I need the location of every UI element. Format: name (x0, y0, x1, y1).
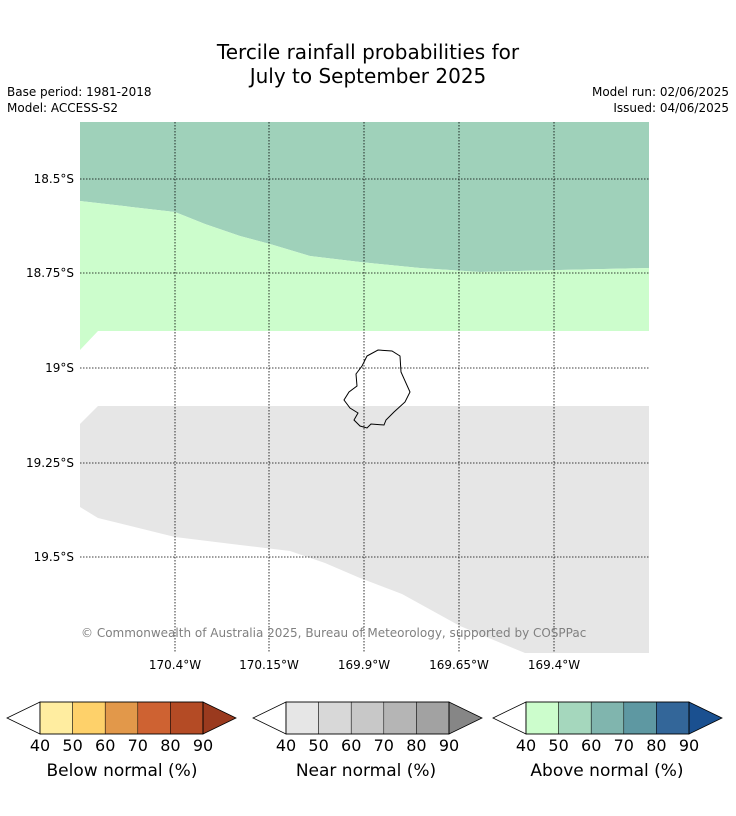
colorbar-tick-label: 90 (439, 736, 459, 755)
colorbar-title-above: Above normal (%) (530, 761, 684, 781)
lon-label: 169.9°W (338, 658, 390, 672)
copyright-notice: © Commonwealth of Australia 2025, Bureau… (81, 626, 586, 640)
colorbar-tick-label: 60 (341, 736, 361, 755)
colorbar-tick-label: 40 (30, 736, 50, 755)
above-normal-50-60-region (80, 122, 649, 272)
lon-label: 169.4°W (528, 658, 580, 672)
colorbar-tick-label: 80 (406, 736, 426, 755)
colorbar-segment-near (285, 701, 319, 735)
colorbar-over-triangle (448, 701, 483, 735)
lon-label: 170.4°W (149, 658, 201, 672)
map-panel: 18.5°S 18.75°S 19°S 19.25°S 19.5°S 170.4… (26, 122, 649, 672)
lat-label: 18.5°S (34, 172, 74, 186)
colorbar-segment-near (416, 701, 450, 735)
colorbar-segment-near (383, 701, 417, 735)
colorbar-segment-below (39, 701, 73, 735)
above-normal-40-50-region (80, 201, 649, 350)
lat-label: 19°S (45, 361, 74, 375)
colorbar-tick-label: 70 (614, 736, 634, 755)
colorbar-tick-label: 80 (646, 736, 666, 755)
colorbar-segment-above (623, 701, 657, 735)
colorbar-segment-above (525, 701, 559, 735)
near-normal-40-50-region (80, 406, 649, 653)
lat-label: 18.75°S (26, 266, 74, 280)
colorbar-frame (39, 701, 204, 735)
colorbar-under-triangle (492, 701, 527, 735)
colorbar-segment-near (350, 701, 385, 735)
colorbar-tick-label: 90 (679, 736, 699, 755)
colorbar-segment-above (590, 701, 625, 735)
lon-label: 170.15°W (239, 658, 299, 672)
colorbar-over-triangle (688, 701, 723, 735)
colorbar-over-triangle (202, 701, 237, 735)
colorbar-title-below: Below normal (%) (46, 761, 198, 781)
issued-label: Issued: 04/06/2025 (613, 101, 729, 115)
colorbar-frame (525, 701, 690, 735)
lon-label: 169.65°W (429, 658, 489, 672)
model-run-label: Model run: 02/06/2025 (591, 85, 729, 99)
lat-label: 19.25°S (26, 456, 74, 470)
colorbar-under-triangle (252, 701, 287, 735)
colorbar-tick-label: 80 (160, 736, 180, 755)
colorbar-under-triangle (6, 701, 41, 735)
model-label: Model: ACCESS-S2 (7, 101, 119, 115)
colorbar-segment-below (104, 701, 139, 735)
colorbar-segment-below (72, 701, 106, 735)
colorbar-segment-above (558, 701, 592, 735)
colorbar-tick-label: 40 (276, 736, 296, 755)
colorbar-tick-label: 70 (374, 736, 394, 755)
colorbar-tick-label: 50 (308, 736, 328, 755)
colorbar-segment-below (137, 701, 171, 735)
colorbars: 40 50 60 70 80 90 40 50 60 70 80 90 40 50 60 70 80 90 (6, 701, 723, 755)
base-period-label: Base period: 1981-2018 (7, 85, 152, 99)
colorbar-tick-label: 90 (193, 736, 213, 755)
map-title-line-1: Tercile rainfall probabilities for (216, 40, 520, 64)
colorbar-frame (285, 701, 450, 735)
colorbar-tick-label: 50 (62, 736, 82, 755)
graticule (80, 122, 649, 653)
colorbar-tick-label: 50 (548, 736, 568, 755)
lat-label: 19.5°S (34, 550, 74, 564)
colorbar-segment-near (318, 701, 352, 735)
colorbar-title-near: Near normal (%) (295, 761, 437, 781)
colorbar-segment-above (656, 701, 690, 735)
colorbar-tick-label: 60 (95, 736, 115, 755)
colorbar-tick-label: 60 (581, 736, 601, 755)
colorbar-segment-below (170, 701, 204, 735)
colorbar-tick-label: 40 (516, 736, 536, 755)
colorbar-tick-label: 70 (128, 736, 148, 755)
island-outline (343, 349, 411, 429)
map-title-line-2: July to September 2025 (249, 64, 487, 88)
